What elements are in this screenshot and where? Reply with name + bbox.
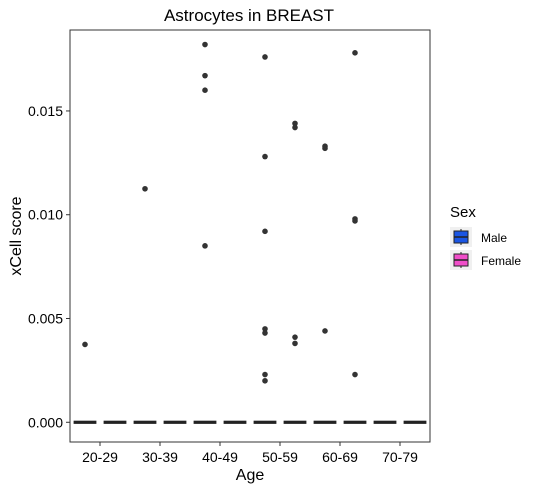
x-tick-label: 20-29 bbox=[82, 449, 118, 465]
x-axis: 20-29 30-39 40-49 50-59 60-69 70-79 bbox=[82, 442, 418, 465]
x-tick-label: 50-59 bbox=[262, 449, 298, 465]
outlier-point bbox=[352, 371, 358, 378]
outlier-point bbox=[292, 340, 298, 347]
chart-title: Astrocytes in BREAST bbox=[164, 6, 334, 25]
outlier-point bbox=[202, 72, 208, 79]
outlier-point bbox=[352, 50, 358, 56]
outlier-point bbox=[82, 341, 88, 348]
outlier-point bbox=[352, 218, 358, 224]
outlier-point bbox=[202, 243, 208, 249]
y-tick-label: 0.010 bbox=[28, 207, 63, 223]
y-tick-label: 0.015 bbox=[28, 103, 63, 119]
y-axis: 0.000 0.005 0.010 0.015 bbox=[28, 103, 70, 430]
legend-title: Sex bbox=[450, 204, 476, 221]
y-tick-label: 0.005 bbox=[28, 311, 63, 327]
outlier-point bbox=[292, 334, 298, 340]
legend: Sex Male Female bbox=[450, 204, 521, 270]
outlier-point bbox=[292, 124, 298, 131]
outlier-point bbox=[292, 120, 298, 127]
legend-label-female: Female bbox=[481, 254, 521, 268]
outlier-point bbox=[262, 330, 268, 336]
y-tick-label: 0.000 bbox=[28, 414, 63, 430]
x-tick-label: 30-39 bbox=[142, 449, 178, 465]
y-axis-label: xCell score bbox=[8, 196, 25, 275]
x-axis-label: Age bbox=[236, 467, 265, 484]
outlier-point bbox=[262, 326, 268, 332]
outlier-point bbox=[322, 145, 328, 152]
plot-panel bbox=[69, 29, 431, 443]
outlier-point bbox=[262, 377, 268, 384]
box-plots bbox=[73, 41, 427, 424]
x-tick-label: 60-69 bbox=[322, 449, 358, 465]
outlier-point bbox=[322, 328, 328, 334]
outlier-point bbox=[202, 87, 208, 93]
outlier-point bbox=[262, 228, 268, 235]
outlier-point bbox=[142, 185, 148, 192]
outlier-point bbox=[262, 54, 268, 60]
outlier-point bbox=[262, 153, 268, 160]
outlier-point bbox=[262, 371, 268, 378]
legend-label-male: Male bbox=[481, 231, 507, 245]
outlier-point bbox=[202, 41, 208, 48]
x-tick-label: 70-79 bbox=[382, 449, 418, 465]
x-tick-label: 40-49 bbox=[202, 449, 238, 465]
